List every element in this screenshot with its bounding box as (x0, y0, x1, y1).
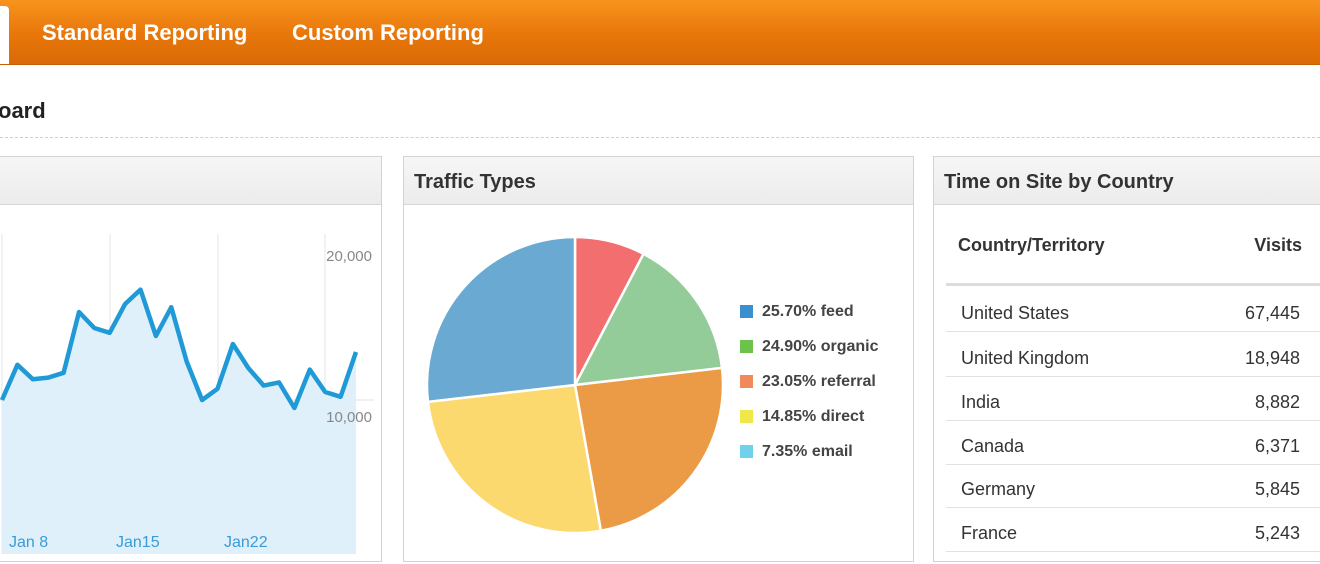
legend-swatch (740, 305, 753, 318)
row-visits: 8,882 (1254, 392, 1300, 412)
legend-label: 25.70% feed (762, 303, 854, 320)
column-header-visits[interactable]: Visits (1254, 235, 1302, 255)
active-tab-indicator[interactable] (0, 6, 9, 64)
row-country: United States (961, 303, 1070, 323)
pie-slice[interactable] (426, 383, 603, 535)
page-title: oard (0, 98, 46, 123)
row-visits: 67,445 (1244, 303, 1300, 323)
series-line (0, 287, 359, 411)
table-row[interactable]: United States 67,445 (946, 287, 1320, 332)
legend-swatch (740, 340, 753, 353)
legend-swatch (740, 445, 753, 458)
column-header-country[interactable]: Country/Territory (958, 235, 1105, 255)
row-country: Germany (961, 479, 1036, 499)
row-visits: 5,243 (1254, 523, 1300, 543)
row-visits: 18,948 (1244, 348, 1300, 368)
pie-slice[interactable] (425, 235, 577, 404)
row-country: United Kingdom (961, 348, 1090, 368)
legend-label: 7.35% email (762, 443, 853, 460)
area-fill (2, 289, 356, 554)
row-country: Canada (961, 436, 1025, 456)
visits-line-chart: 20,000 10,000 Jan 8 Jan15 Jan22 (0, 234, 374, 554)
x-tick-label: Jan15 (116, 534, 160, 551)
visits-chart-panel: 20,000 10,000 Jan 8 Jan15 Jan22 (0, 156, 382, 562)
legend-label: 23.05% referral (762, 373, 876, 390)
panel-header: Time on Site by Country (934, 157, 1320, 205)
pie-slice[interactable] (572, 252, 724, 387)
nav-standard-reporting[interactable]: Standard Reporting (42, 20, 248, 45)
x-tick-label: Jan 8 (9, 534, 48, 551)
legend-swatch (740, 410, 753, 423)
row-visits: 5,845 (1254, 479, 1300, 499)
panel-header: Traffic Types (404, 157, 913, 205)
table-row[interactable]: Germany 5,845 (946, 463, 1320, 508)
y-tick-label: 20,000 (326, 248, 372, 265)
nav-custom-reporting[interactable]: Custom Reporting (292, 20, 484, 45)
legend-swatch (740, 375, 753, 388)
table-row[interactable]: United Kingdom 18,948 (946, 332, 1320, 377)
row-country: India (961, 392, 1001, 412)
table-row[interactable]: Canada 6,371 (946, 420, 1320, 465)
table-header-rule (946, 283, 1320, 286)
pie-slice[interactable] (573, 366, 724, 533)
table-row[interactable]: India 8,882 (946, 376, 1320, 421)
panel-title: Traffic Types (414, 171, 536, 193)
traffic-types-panel: Traffic Types 25.70% feed 24.90% organic 2… (403, 156, 914, 562)
table-row[interactable]: France 5,243 (946, 507, 1320, 552)
title-divider (0, 137, 1320, 138)
panel-title: Time on Site by Country (944, 171, 1174, 193)
legend-label: 24.90% organic (762, 338, 879, 355)
country-panel: Time on Site by Country Country/Territor… (933, 156, 1320, 562)
legend-label: 14.85% direct (762, 408, 865, 425)
row-visits: 6,371 (1254, 436, 1300, 456)
traffic-pie-chart (425, 235, 724, 535)
panel-header (0, 157, 381, 205)
y-tick-label: 10,000 (326, 409, 372, 426)
x-tick-label: Jan22 (224, 534, 268, 551)
row-country: France (961, 523, 1018, 543)
top-nav-bar: Standard Reporting Custom Reporting (0, 0, 1320, 65)
